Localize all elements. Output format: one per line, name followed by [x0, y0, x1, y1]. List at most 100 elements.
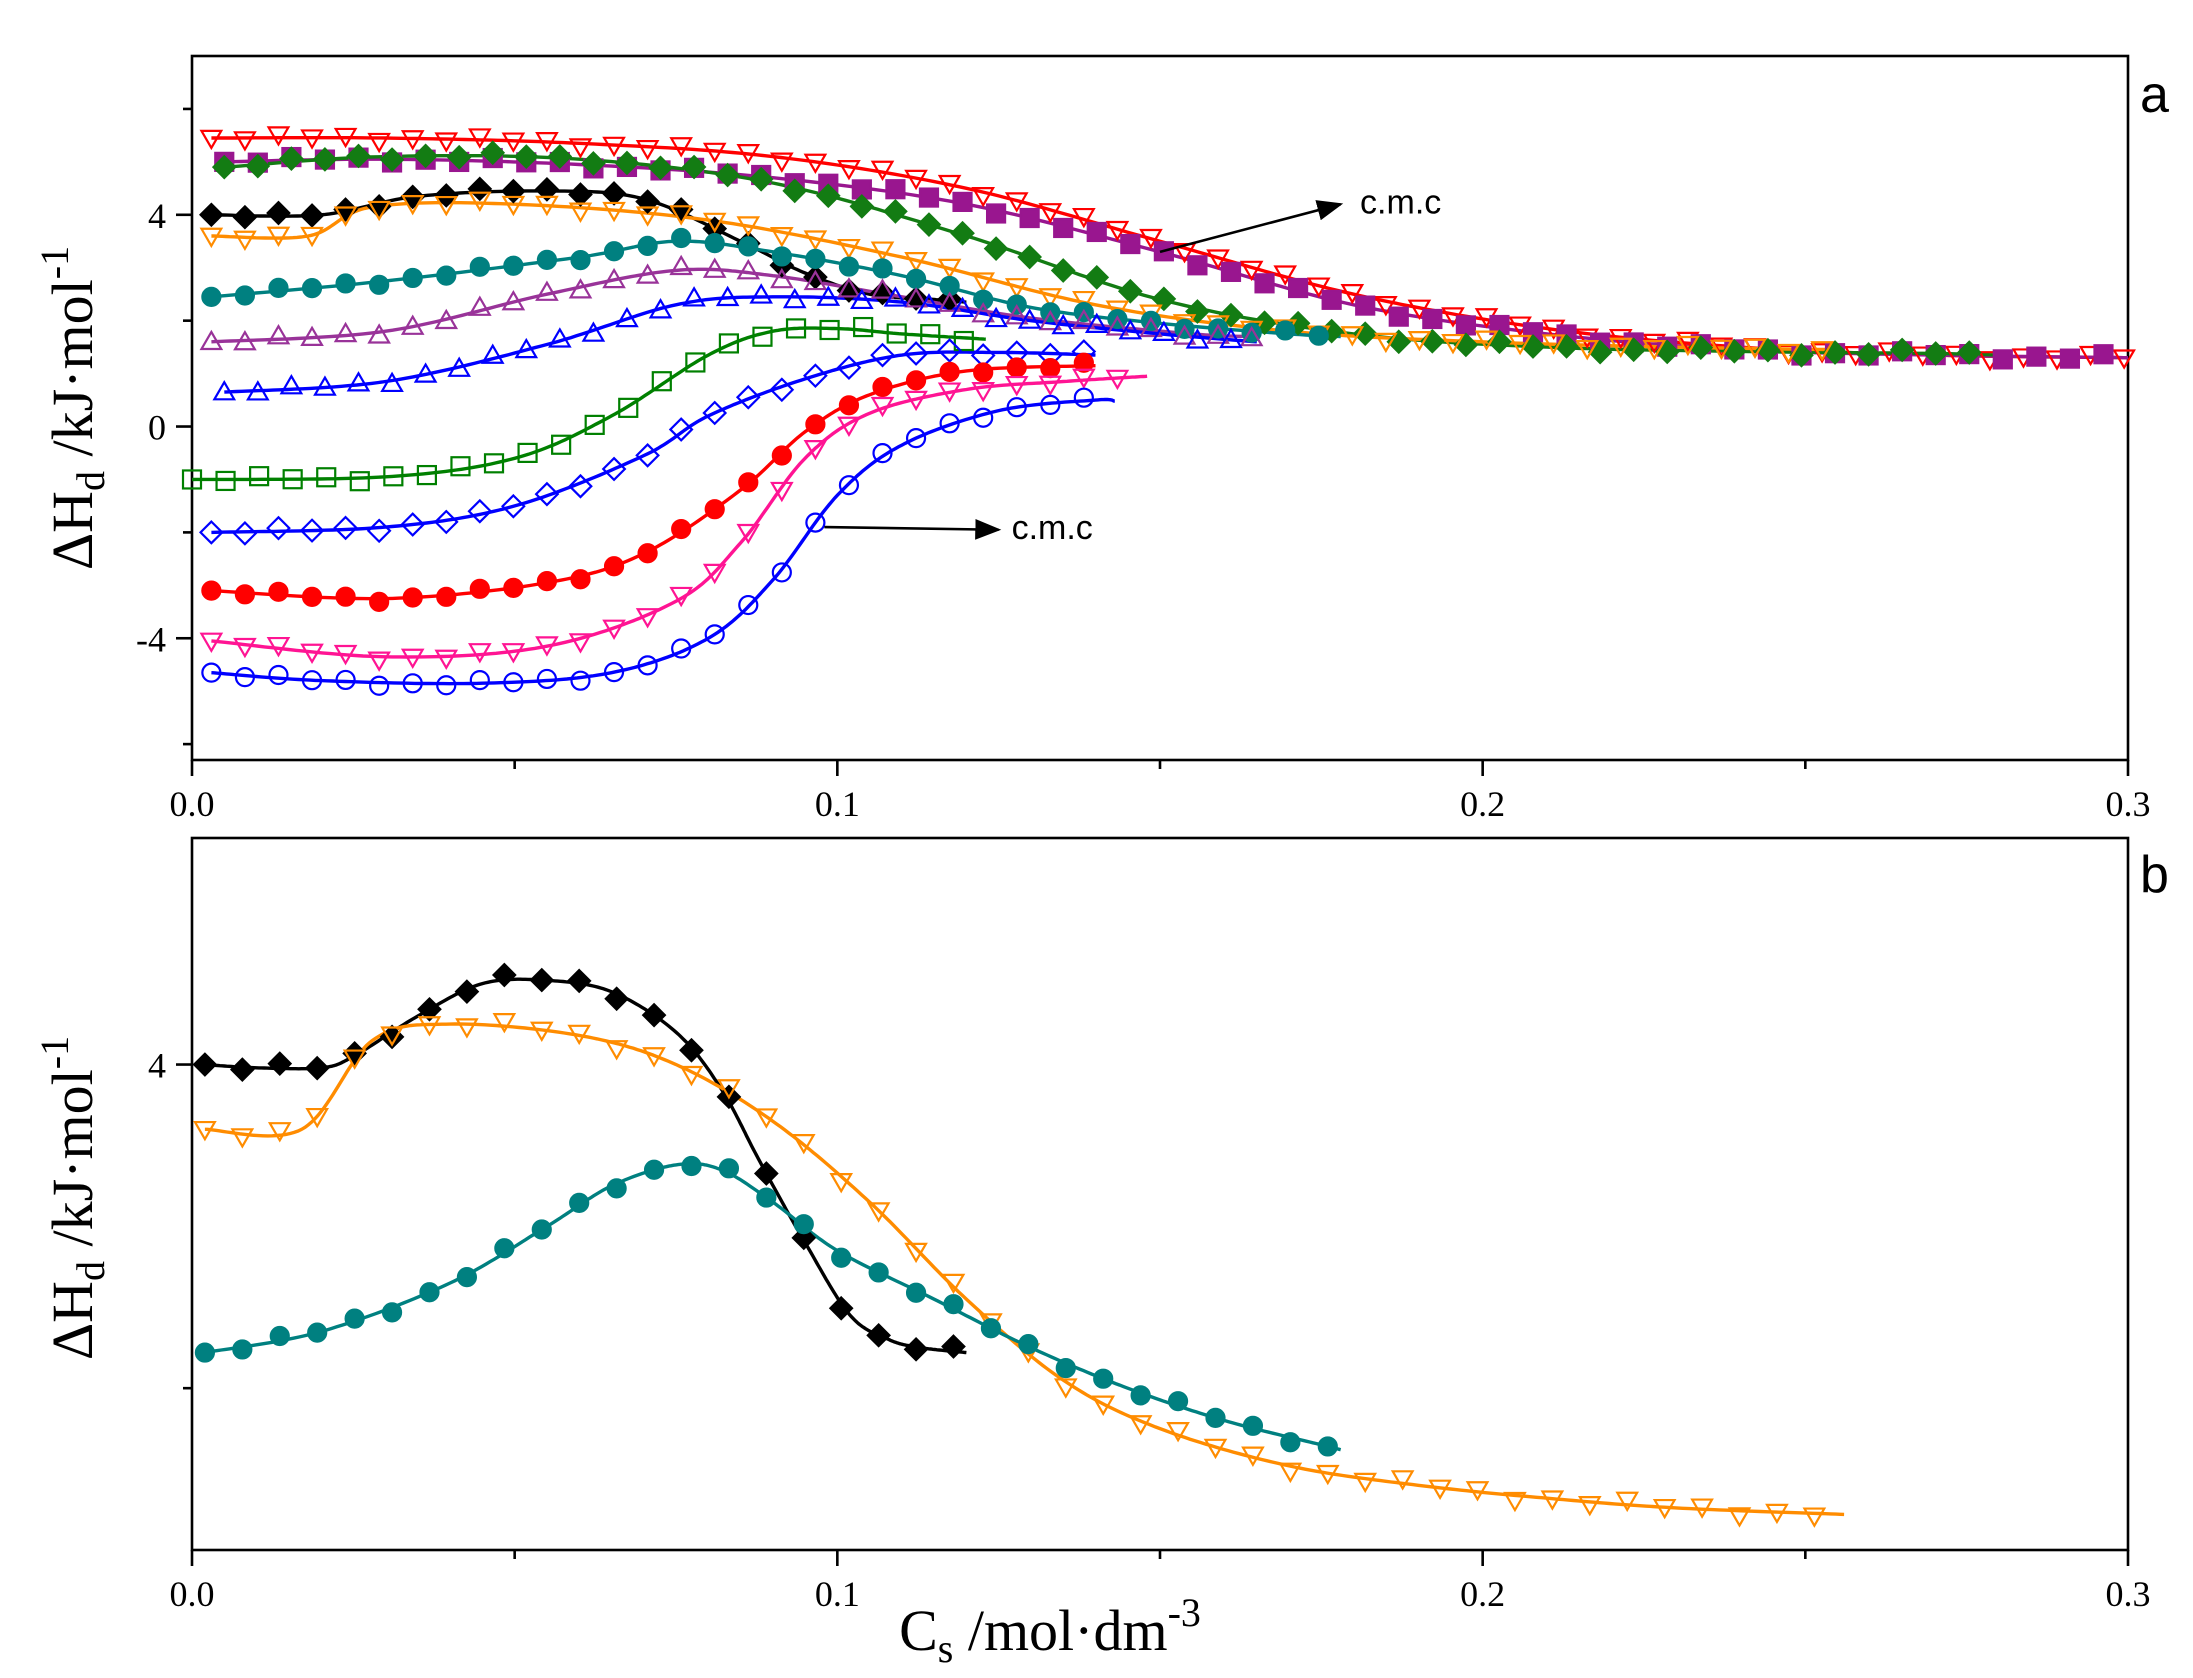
- data-point-s11: [939, 361, 960, 382]
- data-point-s1: [669, 137, 693, 158]
- data-point-s1: [635, 139, 660, 161]
- data-point-s2: [1019, 207, 1040, 229]
- data-point-s3: [480, 140, 506, 166]
- data-point-s5: [266, 226, 291, 248]
- data-point-s12: [837, 416, 861, 438]
- data-point-s2: [1288, 277, 1309, 299]
- data-point-s12: [568, 633, 593, 654]
- data-point-s3: [614, 150, 640, 176]
- data-point-s8: [1017, 308, 1042, 329]
- series-line-s9: [191, 326, 986, 482]
- data-point-s9: [551, 434, 572, 455]
- data-point-teal: [1093, 1368, 1114, 1389]
- data-point-s4: [266, 200, 291, 226]
- ylabel-sub: d: [68, 1261, 113, 1281]
- data-point-s6: [402, 267, 423, 289]
- data-point-black: [866, 1322, 891, 1348]
- data-point-s3: [346, 143, 371, 169]
- series-line-orange: [204, 1022, 1845, 1517]
- panel-b: 0.0 0.1 0.2 0.3 4 b ΔHd /kJ·mol-1: [32, 836, 2169, 1614]
- data-point-s8: [1084, 312, 1109, 333]
- data-point-s3: [648, 155, 673, 181]
- data-point-s7: [300, 325, 324, 347]
- data-point-black: [604, 986, 629, 1012]
- data-point-s6: [570, 250, 591, 271]
- data-point-s3: [547, 144, 573, 169]
- data-point-s3: [1923, 341, 1949, 366]
- data-point-s13: [1040, 394, 1061, 415]
- data-point-s6: [1174, 318, 1195, 339]
- data-point-s4: [333, 197, 358, 222]
- data-point-s10: [534, 481, 560, 507]
- data-point-s3: [245, 153, 271, 179]
- panel-a-ylabel: ΔHd /kJ·mol-1: [32, 246, 113, 570]
- data-point-s11: [402, 587, 423, 608]
- data-point-s3: [581, 151, 606, 176]
- data-point-s2: [1355, 295, 1376, 316]
- data-point-s9: [920, 324, 941, 345]
- data-point-s5: [535, 195, 559, 217]
- data-point-orange: [492, 1013, 517, 1034]
- xlabel-sub: s: [938, 1626, 954, 1671]
- data-point-s2: [2026, 346, 2047, 367]
- data-point-s7: [937, 291, 962, 312]
- data-point-s5: [1776, 343, 1801, 365]
- data-point-s11: [1006, 357, 1027, 378]
- data-point-orange: [342, 1049, 367, 1070]
- data-point-black: [679, 1037, 704, 1063]
- data-point-s6: [637, 235, 658, 256]
- data-point-s7: [870, 278, 895, 299]
- data-point-s2: [1422, 308, 1443, 330]
- data-point-s11: [671, 518, 692, 540]
- data-point-s1: [568, 138, 593, 159]
- data-point-s2: [1254, 273, 1275, 294]
- data-point-s12: [702, 563, 727, 585]
- data-point-s11: [536, 570, 558, 592]
- data-point-s7: [702, 257, 727, 278]
- data-point-teal: [793, 1214, 814, 1235]
- data-point-s5: [468, 191, 492, 213]
- data-point-s11: [301, 586, 323, 607]
- data-point-s9: [483, 453, 505, 474]
- data-point-s12: [1004, 375, 1029, 397]
- data-point-s5: [1642, 339, 1667, 361]
- data-point-s7: [233, 329, 257, 351]
- data-point-s8: [682, 286, 706, 307]
- data-point-s5: [501, 195, 526, 217]
- data-point-s7: [333, 321, 358, 343]
- data-point-s8: [917, 293, 941, 314]
- data-point-s8: [648, 298, 673, 319]
- data-point-s3: [413, 143, 438, 169]
- data-point-s4: [635, 189, 660, 214]
- data-point-s5: [1407, 331, 1432, 352]
- data-point-black: [753, 1161, 779, 1186]
- data-point-s9: [685, 352, 706, 373]
- data-point-s11: [268, 581, 289, 602]
- data-point-black: [229, 1057, 255, 1082]
- data-point-s10: [433, 509, 459, 535]
- data-point-s10: [266, 515, 291, 541]
- data-point-teal: [1242, 1415, 1264, 1436]
- data-point-orange: [1540, 1490, 1565, 1511]
- data-point-s3: [1185, 299, 1210, 324]
- data-point-s11: [369, 591, 390, 612]
- data-point-s13: [469, 670, 490, 691]
- data-point-s3: [513, 144, 539, 169]
- data-point-s3: [916, 212, 942, 237]
- data-point-s7: [367, 323, 391, 344]
- data-point-s8: [1152, 320, 1176, 341]
- data-point-s2: [918, 187, 940, 208]
- panel-a-annotations: c.m.c c.m.c: [824, 184, 1441, 547]
- data-point-s13: [536, 668, 558, 690]
- data-point-s3: [1889, 337, 1915, 363]
- x-tick-label: 0.1: [815, 784, 860, 824]
- data-point-orange: [1053, 1378, 1078, 1399]
- data-point-s9: [718, 333, 740, 354]
- data-point-s5: [1004, 278, 1029, 299]
- data-point-teal: [569, 1192, 590, 1213]
- data-point-s11: [603, 556, 625, 577]
- data-point-s7: [1105, 315, 1130, 336]
- data-point-s5: [702, 212, 727, 234]
- data-point-s9: [752, 326, 773, 347]
